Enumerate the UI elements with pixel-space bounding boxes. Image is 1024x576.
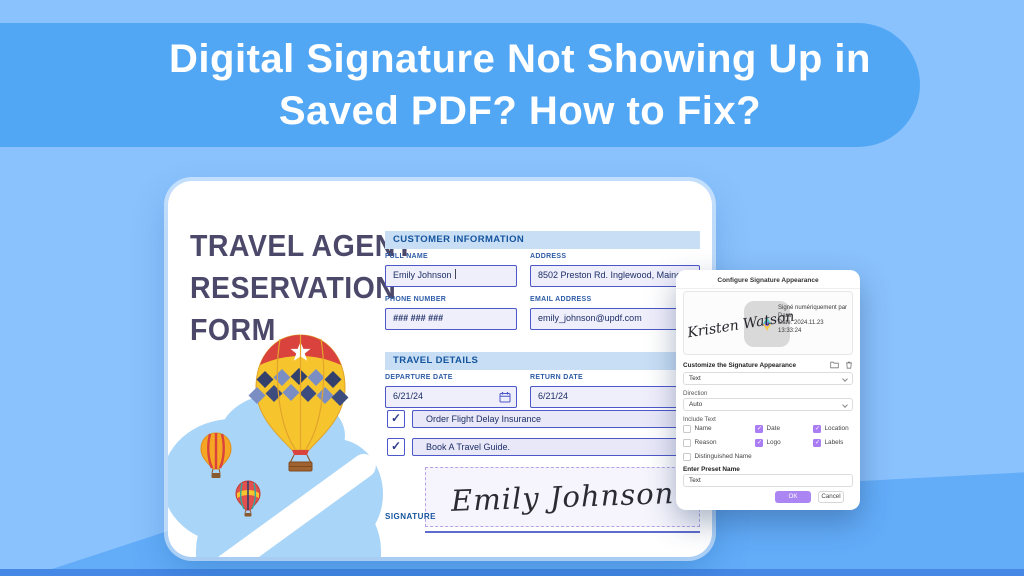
insurance-checkbox[interactable]: ✓ bbox=[387, 410, 405, 428]
ok-button[interactable]: OK bbox=[775, 491, 811, 503]
cancel-button[interactable]: Cancel bbox=[818, 491, 844, 503]
checkbox[interactable] bbox=[683, 453, 691, 461]
phone-input[interactable]: ### ### ### bbox=[385, 308, 517, 330]
full-name-input[interactable]: Emily Johnson bbox=[385, 265, 517, 287]
direction-label: Direction bbox=[683, 390, 708, 397]
logo-glyph-icon bbox=[763, 317, 771, 331]
chevron-down-icon bbox=[842, 401, 848, 408]
signature-label: SIGNATURE bbox=[385, 512, 437, 521]
option-logo[interactable]: Logo bbox=[755, 439, 781, 447]
include-text-label: Include Text bbox=[683, 416, 716, 423]
tiny-balloon-illustration bbox=[235, 480, 261, 517]
option-date[interactable]: Date bbox=[755, 425, 780, 433]
section-header-customer: CUSTOMER INFORMATION bbox=[385, 231, 700, 249]
option-location[interactable]: Location bbox=[813, 425, 849, 433]
signature-field[interactable]: Emily Johnson bbox=[425, 467, 700, 527]
page-title: Digital Signature Not Showing Up in Save… bbox=[120, 33, 920, 137]
return-date-input[interactable]: 6/21/24 bbox=[530, 386, 700, 408]
full-name-label: FULL NAME bbox=[385, 253, 429, 260]
address-input[interactable]: 8502 Preston Rd. Inglewood, Maine 98380 bbox=[530, 265, 700, 287]
signature-handwriting: Emily Johnson bbox=[450, 476, 675, 518]
email-label: EMAIL ADDRESS bbox=[530, 296, 592, 303]
travel-guide-option[interactable]: Book A Travel Guide. bbox=[412, 438, 700, 456]
checkbox[interactable] bbox=[683, 425, 691, 433]
title-banner bbox=[0, 23, 920, 147]
chevron-down-icon bbox=[842, 375, 848, 382]
option-reason[interactable]: Reason bbox=[683, 439, 717, 447]
configure-signature-dialog: Configure Signature Appearance Kristen W… bbox=[676, 270, 860, 510]
bottom-strip bbox=[0, 569, 1024, 576]
email-input[interactable]: emily_johnson@updf.com bbox=[530, 308, 700, 330]
small-balloon-illustration bbox=[200, 432, 232, 478]
signature-underline bbox=[425, 531, 700, 533]
page-title-line1: Digital Signature Not Showing Up in bbox=[169, 37, 871, 81]
trash-icon[interactable] bbox=[845, 361, 853, 369]
text-cursor bbox=[454, 269, 456, 279]
calendar-icon[interactable] bbox=[499, 391, 511, 403]
form-card: TRAVEL AGENT RESERVATION FORM CUSTOMER I… bbox=[168, 181, 712, 557]
form-title: TRAVEL AGENT RESERVATION FORM bbox=[190, 228, 414, 347]
folder-icon[interactable] bbox=[830, 361, 839, 369]
page-title-line2: Saved PDF? How to Fix? bbox=[278, 89, 762, 133]
departure-date-input[interactable]: 6/21/24 bbox=[385, 386, 517, 408]
option-distinguished-name[interactable]: Distinguished Name bbox=[683, 453, 752, 461]
option-name[interactable]: Name bbox=[683, 425, 712, 433]
preset-name-input[interactable]: Text bbox=[683, 474, 853, 487]
checkbox[interactable] bbox=[683, 439, 691, 447]
hot-air-balloon-illustration bbox=[248, 334, 349, 472]
phone-label: PHONE NUMBER bbox=[385, 296, 447, 303]
travel-guide-checkbox[interactable]: ✓ bbox=[387, 438, 405, 456]
checkbox[interactable] bbox=[755, 425, 763, 433]
direction-select[interactable]: Auto bbox=[683, 398, 853, 411]
address-label: ADDRESS bbox=[530, 253, 567, 260]
logo-placeholder bbox=[744, 301, 790, 347]
checkbox[interactable] bbox=[813, 425, 821, 433]
insurance-option[interactable]: Order Flight Delay Insurance bbox=[412, 410, 700, 428]
preset-name-label: Enter Preset Name bbox=[683, 466, 740, 473]
signature-preview: Kristen Watson Signé numériquement par D… bbox=[683, 291, 853, 355]
dialog-title: Configure Signature Appearance bbox=[717, 277, 819, 284]
departure-date-label: DEPARTURE DATE bbox=[385, 374, 453, 381]
divider bbox=[676, 288, 860, 289]
preview-info-text: Signé numériquement par Dara Date: 2024.… bbox=[778, 305, 848, 334]
checkbox[interactable] bbox=[755, 439, 763, 447]
appearance-type-select[interactable]: Text bbox=[683, 372, 853, 385]
return-date-label: RETURN DATE bbox=[530, 374, 583, 381]
customize-appearance-label: Customize the Signature Appearance bbox=[683, 362, 797, 369]
checkbox[interactable] bbox=[813, 439, 821, 447]
section-header-travel: TRAVEL DETAILS bbox=[385, 352, 700, 370]
option-labels[interactable]: Labels bbox=[813, 439, 843, 447]
